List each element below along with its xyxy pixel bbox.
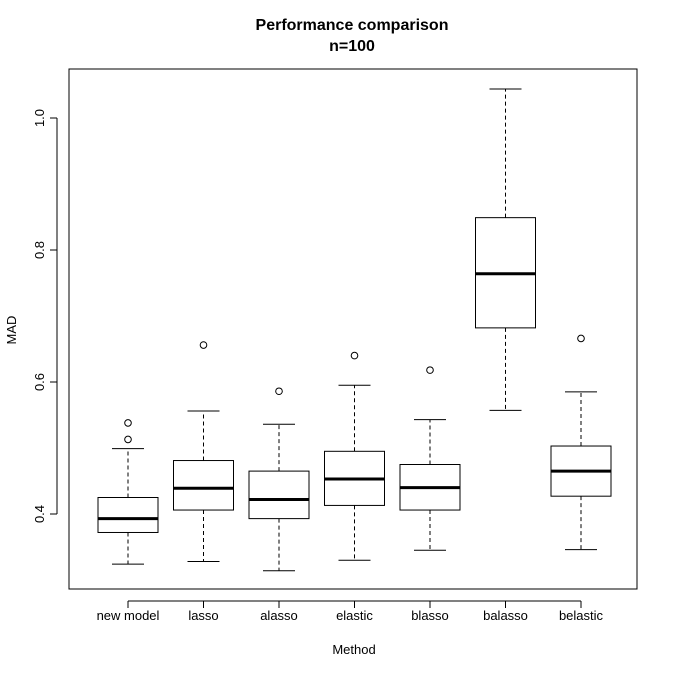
box-iqr — [173, 460, 234, 511]
x-axis-label: Method — [332, 642, 375, 657]
box-iqr — [248, 470, 310, 520]
x-tick-label: belastic — [559, 608, 604, 623]
box-lasso — [173, 341, 234, 563]
outlier-point — [426, 366, 434, 374]
box-elastic — [324, 351, 385, 561]
box-belastic — [550, 334, 612, 551]
outlier-point — [124, 435, 132, 444]
boxes-layer — [97, 88, 612, 572]
box-blasso — [399, 366, 461, 551]
x-tick-label: lasso — [188, 608, 218, 623]
outlier-point — [199, 341, 208, 349]
x-tick-label: blasso — [411, 608, 449, 623]
outlier-point — [275, 387, 283, 396]
outlier-point — [350, 351, 359, 360]
outlier-point — [577, 334, 585, 343]
y-tick-label: 0.8 — [32, 241, 47, 259]
x-tick-label: balasso — [483, 608, 528, 623]
y-tick-label: 1.0 — [32, 109, 47, 127]
y-tick-label: 0.4 — [32, 505, 47, 523]
box-new-model — [97, 419, 159, 565]
x-tick-label: new model — [97, 608, 160, 623]
box-iqr — [97, 497, 159, 533]
plot-frame — [68, 68, 638, 590]
outlier-point — [124, 419, 132, 427]
chart-title: Performance comparison — [256, 17, 449, 34]
box-alasso — [248, 387, 310, 572]
y-axis: 0.4 0.6 0.8 1.0 — [32, 109, 58, 523]
y-axis-label: MAD — [4, 316, 19, 345]
x-tick-label: alasso — [260, 608, 298, 623]
y-tick-label: 0.6 — [32, 373, 47, 391]
box-balasso — [475, 88, 536, 411]
chart-subtitle: n=100 — [329, 38, 375, 55]
x-axis: new model lasso alasso elastic blasso balasso… — [97, 600, 604, 623]
x-tick-label: elastic — [336, 608, 373, 623]
